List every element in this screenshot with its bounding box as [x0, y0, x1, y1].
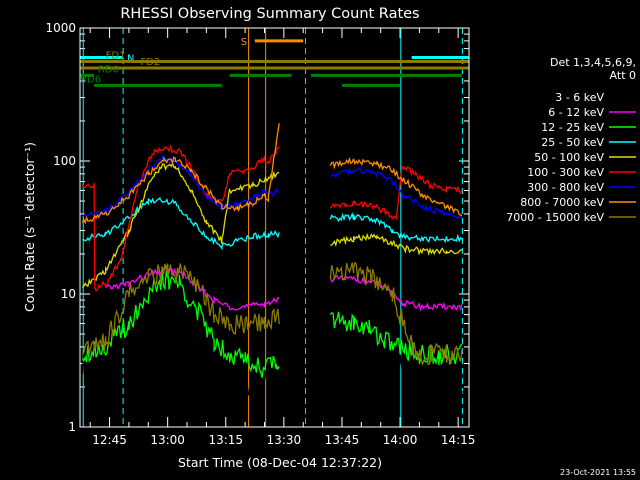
series-100to300keV — [81, 144, 463, 292]
legend-label-1: 6 - 12 keV — [548, 106, 604, 119]
flag-label-fd1: FD1 — [106, 50, 126, 61]
series-line-3-1 — [329, 212, 463, 244]
legend-label-5: 100 - 300 keV — [527, 166, 604, 179]
legend-header-0: Det 1,3,4,5,6,9, — [550, 56, 636, 69]
flag-label-rd0: RD0 — [98, 64, 119, 75]
series-800to7000keV — [81, 123, 463, 225]
y-tick-label-3: 1000 — [45, 21, 76, 35]
x-tick-label-0: 12:45 — [92, 433, 127, 447]
series-12to25keV — [81, 268, 463, 378]
x-tick-label-5: 14:00 — [383, 433, 418, 447]
series-line-7-0 — [81, 123, 280, 225]
flag-label-fd2: FD2 — [141, 57, 161, 68]
legend-label-0: 3 - 6 keV — [555, 91, 604, 104]
series-line-1-1 — [329, 274, 463, 312]
series-line-8-1 — [329, 261, 463, 366]
legend-label-4: 50 - 100 keV — [534, 151, 604, 164]
series-50to100keV — [81, 162, 463, 289]
series-line-6-0 — [82, 153, 280, 218]
legend: Det 1,3,4,5,6,9,Att 0 3 - 6 keV 6 - 12 keV… — [506, 56, 636, 224]
y-axis-label: Count Rate (s⁻¹ detector⁻¹) — [22, 142, 37, 312]
x-axis-label: Start Time (08-Dec-04 12:37:22) — [178, 455, 382, 470]
series-25to50keV — [82, 196, 463, 251]
legend-label-7: 800 - 7000 keV — [520, 196, 604, 209]
x-tick-label-4: 13:45 — [325, 433, 360, 447]
x-tick-label-1: 13:00 — [150, 433, 185, 447]
y-tick-label-1: 10 — [61, 287, 76, 301]
series-line-2-0 — [81, 268, 280, 378]
legend-label-2: 12 - 25 keV — [541, 121, 604, 134]
legend-label-8: 7000 - 15000 keV — [506, 211, 604, 224]
chart-title: RHESSI Observing Summary Count Rates — [120, 6, 419, 22]
series-300to800keV — [82, 153, 463, 219]
series-line-3-0 — [82, 196, 280, 251]
y-tick-label-0: 1 — [68, 420, 76, 434]
y-tick-label-2: 100 — [53, 154, 76, 168]
series-7000to15000keV — [81, 261, 463, 366]
series-line-2-1 — [329, 311, 463, 366]
series-line-5-1 — [329, 165, 463, 221]
legend-label-6: 300 - 800 keV — [527, 181, 604, 194]
series-line-8-0 — [81, 263, 280, 355]
flag-label-n: N — [127, 54, 134, 65]
flag-label-s: S — [241, 37, 247, 48]
series-line-5-0 — [81, 144, 280, 292]
plot-frame — [79, 27, 470, 428]
series-line-4-0 — [81, 162, 280, 289]
footer-date: 23-Oct-2021 13:55 — [560, 468, 636, 477]
flag-label-rd6: RD6 — [80, 74, 101, 85]
series-line-4-1 — [330, 232, 463, 257]
x-tick-label-6: 14:15 — [441, 433, 476, 447]
series-line-0-0 — [81, 282, 280, 419]
x-tick-label-2: 13:15 — [208, 433, 243, 447]
series-line-6-1 — [330, 167, 463, 219]
legend-label-3: 25 - 50 keV — [541, 136, 604, 149]
series-line-7-1 — [329, 156, 463, 217]
legend-header-1: Att 0 — [610, 69, 636, 82]
x-tick-label-3: 13:30 — [267, 433, 302, 447]
